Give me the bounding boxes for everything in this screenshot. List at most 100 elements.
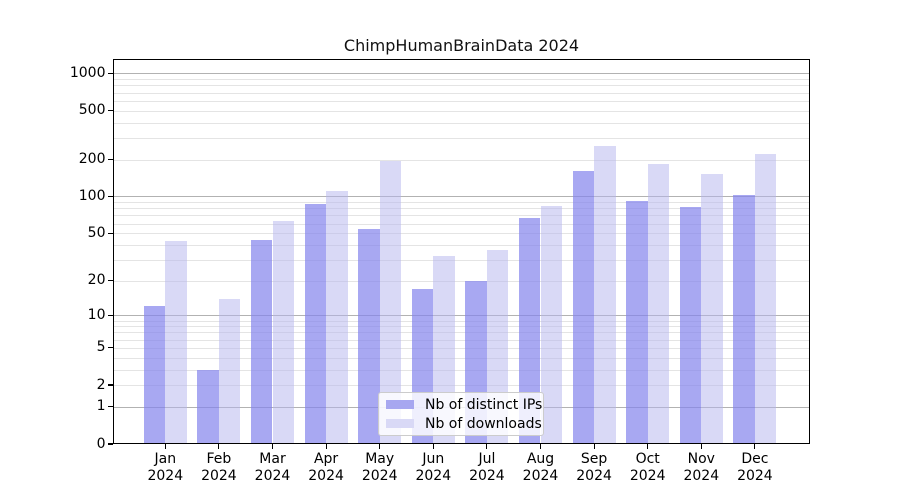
x-tick-sep [593, 444, 595, 449]
y-tick-label-1: 1 [96, 398, 106, 415]
y-tick-1 [108, 406, 113, 408]
y-tick-10 [108, 314, 113, 316]
x-tick-label-jun: Jun 2024 [415, 451, 452, 484]
bar-distinct-ips-oct [626, 200, 648, 444]
x-tick-label-sep: Sep 2024 [576, 451, 612, 484]
y-tick-2 [108, 384, 113, 386]
gridline-y-50 [113, 233, 810, 235]
gridline-y-100 [113, 196, 810, 198]
gridline-y-800 [113, 85, 810, 87]
y-tick-label-500: 500 [78, 102, 106, 119]
gridline-y-70 [113, 215, 810, 217]
y-tick-20 [108, 280, 113, 282]
gridline-y-700 [113, 92, 810, 94]
bar-downloads-sep [594, 145, 616, 444]
gridline-y-600 [113, 100, 810, 102]
x-tick-oct [647, 444, 649, 449]
x-tick-nov [700, 444, 702, 449]
y-tick-50 [108, 232, 113, 234]
bar-distinct-ips-nov [679, 207, 702, 444]
bar-distinct-ips-mar [250, 239, 273, 444]
gridline-y-60 [113, 223, 810, 225]
legend-item-distinct-ips: Nb of distinct IPs [386, 396, 543, 413]
gridline-y-20 [113, 280, 810, 282]
gridline-y-1000 [113, 73, 810, 75]
x-tick-jun [432, 444, 434, 449]
gridline-y-2 [113, 385, 810, 387]
gridline-y-90 [113, 202, 810, 204]
bar-distinct-ips-sep [572, 171, 595, 444]
x-tick-jan [164, 444, 166, 449]
gridline-y-400 [113, 122, 810, 124]
gridline-y-10 [113, 315, 810, 317]
x-tick-label-nov: Nov 2024 [683, 451, 720, 484]
gridline-y-900 [113, 79, 810, 81]
gridline-y-5 [113, 347, 810, 349]
bar-downloads-nov [701, 174, 723, 444]
bar-downloads-apr [326, 191, 348, 444]
y-tick-label-0: 0 [96, 435, 106, 452]
gridline-y-7 [113, 332, 810, 334]
gridline-y-80 [113, 208, 810, 210]
gridline-y-500 [113, 110, 810, 112]
legend-swatch-downloads [386, 418, 414, 429]
x-tick-apr [325, 444, 327, 449]
legend-label-distinct-ips: Nb of distinct IPs [425, 396, 543, 413]
gridline-y-3 [113, 369, 810, 371]
x-tick-label-jul: Jul 2024 [469, 451, 505, 484]
y-tick-label-2: 2 [96, 376, 106, 393]
bar-distinct-ips-jan [143, 306, 166, 444]
bar-downloads-mar [272, 220, 295, 444]
bar-distinct-ips-dec [733, 194, 755, 444]
y-tick-label-10: 10 [87, 306, 106, 323]
legend-swatch-distinct-ips [386, 399, 414, 410]
x-tick-dec [754, 444, 756, 449]
x-tick-aug [539, 444, 542, 449]
bar-distinct-ips-apr [304, 203, 327, 444]
y-tick-label-20: 20 [87, 272, 106, 289]
gridline-y-30 [113, 259, 810, 261]
x-tick-jul [486, 444, 488, 449]
bar-downloads-dec [754, 154, 777, 444]
x-tick-label-jan: Jan 2024 [147, 451, 184, 484]
bar-downloads-jan [165, 241, 187, 444]
gridline-y-9 [113, 320, 810, 322]
bar-downloads-oct [647, 163, 670, 444]
y-tick-0 [108, 443, 113, 445]
x-tick-label-dec: Dec 2024 [737, 451, 773, 484]
y-tick-label-100: 100 [78, 187, 106, 204]
gridline-y-300 [113, 137, 810, 139]
bar-downloads-feb [218, 298, 241, 444]
y-tick-label-200: 200 [78, 151, 106, 168]
x-tick-may [379, 444, 381, 449]
legend-label-downloads: Nb of downloads [425, 415, 542, 432]
x-tick-feb [218, 444, 220, 449]
x-tick-label-feb: Feb 2024 [201, 451, 237, 484]
bar-downloads-may [379, 160, 402, 444]
x-tick-label-mar: Mar 2024 [254, 451, 291, 484]
y-tick-1000 [108, 72, 113, 75]
x-tick-label-oct: Oct 2024 [629, 451, 666, 484]
gridline-y-200 [113, 159, 810, 161]
gridline-y-4 [113, 357, 810, 359]
y-tick-5 [108, 347, 113, 349]
y-tick-100 [108, 195, 113, 198]
bar-distinct-ips-may [358, 229, 380, 444]
gridline-y-8 [113, 326, 810, 328]
y-tick-label-50: 50 [87, 224, 106, 241]
legend-item-downloads: Nb of downloads [386, 415, 543, 432]
plot-area [113, 59, 810, 444]
x-tick-mar [271, 444, 274, 449]
x-tick-label-may: May 2024 [361, 451, 398, 484]
bar-downloads-aug [540, 205, 563, 444]
x-tick-label-apr: Apr 2024 [308, 451, 344, 484]
y-tick-500 [108, 109, 113, 112]
y-tick-200 [108, 158, 113, 161]
gridline-y-6 [113, 339, 810, 341]
chart-title: ChimpHumanBrainData 2024 [343, 36, 580, 55]
legend: Nb of distinct IPs Nb of downloads [378, 392, 544, 436]
bar-distinct-ips-aug [518, 218, 541, 444]
gridline-y-40 [113, 244, 810, 246]
y-tick-label-1000: 1000 [69, 64, 106, 81]
